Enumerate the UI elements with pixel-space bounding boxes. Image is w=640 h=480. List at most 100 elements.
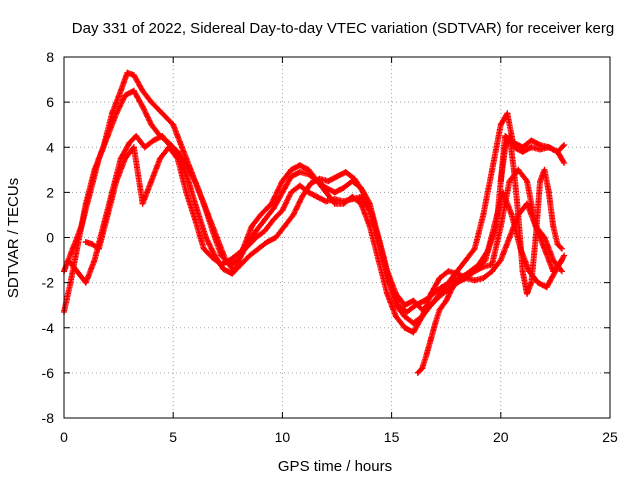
- data-point: [261, 216, 268, 223]
- data-point: [253, 227, 260, 234]
- data-point: [130, 144, 137, 151]
- data-point: [489, 166, 496, 173]
- data-point: [554, 148, 561, 155]
- data-point: [403, 308, 410, 315]
- data-point: [541, 166, 548, 173]
- data-point: [307, 180, 314, 187]
- data-point: [489, 261, 496, 268]
- data-point: [508, 211, 515, 218]
- data-point: [561, 252, 568, 259]
- data-point: [366, 207, 373, 214]
- data-point: [561, 160, 568, 167]
- data-point: [510, 166, 517, 173]
- data-point: [423, 351, 430, 358]
- data-point: [504, 110, 511, 117]
- data-point: [95, 245, 102, 252]
- data-point: [384, 290, 391, 297]
- ticks: 0 5 10 15 20 25 -8 -6 -4 -2 0 2 4 6 8: [42, 49, 618, 445]
- data-point: [401, 302, 408, 309]
- series-track-b: [61, 87, 568, 327]
- data-point: [558, 245, 565, 252]
- data-point: [532, 234, 539, 241]
- data-point: [226, 257, 233, 264]
- data-point: [471, 245, 478, 252]
- data-point: [122, 155, 129, 162]
- data-point: [334, 173, 340, 180]
- x-tick-label: 5: [169, 429, 177, 445]
- data-point: [104, 211, 111, 218]
- data-point: [235, 257, 242, 264]
- data-point: [392, 290, 399, 297]
- data-point: [299, 193, 306, 200]
- data-point: [395, 302, 402, 309]
- data-point: [192, 178, 199, 185]
- data-point: [358, 200, 365, 207]
- data-point: [174, 155, 181, 162]
- data-point: [305, 171, 312, 178]
- data-point: [561, 141, 568, 148]
- data-point: [550, 223, 557, 230]
- data-point: [296, 182, 303, 189]
- data-point: [458, 275, 465, 282]
- data-point: [209, 254, 216, 261]
- data-point: [316, 175, 323, 182]
- data-point: [545, 189, 552, 196]
- data-point: [519, 144, 526, 151]
- data-point: [150, 137, 157, 144]
- data-point: [401, 313, 408, 320]
- data-point: [314, 193, 321, 200]
- data-point: [87, 189, 94, 196]
- data-point: [475, 261, 482, 268]
- data-point: [554, 241, 561, 248]
- y-tick-label: -8: [42, 410, 55, 426]
- data-point: [218, 252, 225, 259]
- data-point: [449, 284, 456, 291]
- data-point: [248, 223, 255, 230]
- data-point: [139, 200, 146, 207]
- data-point: [537, 141, 544, 148]
- data-point: [430, 290, 437, 297]
- data-point: [288, 189, 295, 196]
- data-point: [480, 211, 487, 218]
- data-point: [443, 297, 450, 304]
- x-tick-label: 15: [384, 429, 400, 445]
- data-point: [253, 234, 260, 241]
- data-point: [427, 302, 434, 309]
- data-point: [419, 306, 426, 313]
- y-tick-label: 6: [46, 94, 54, 110]
- data-point: [209, 227, 216, 234]
- x-tick-label: 25: [602, 429, 618, 445]
- data-point: [148, 178, 155, 185]
- y-tick-label: -4: [42, 320, 55, 336]
- series-track-a: [61, 69, 565, 336]
- data-point: [325, 178, 332, 185]
- data-point: [170, 121, 177, 128]
- data-point: [65, 257, 72, 264]
- x-tick-label: 20: [493, 429, 509, 445]
- data-point: [246, 252, 253, 259]
- data-point: [113, 178, 120, 185]
- data-point: [288, 166, 295, 173]
- data-point: [178, 144, 185, 151]
- data-point: [401, 324, 408, 331]
- data-point: [183, 189, 190, 196]
- data-point: [82, 239, 89, 246]
- data-point: [159, 132, 166, 139]
- data-point: [192, 216, 199, 223]
- data-point: [74, 268, 81, 275]
- y-tick-label: 8: [46, 49, 54, 65]
- data-point: [270, 205, 277, 212]
- data-point: [528, 137, 535, 144]
- data-point: [419, 365, 426, 372]
- data-points: [61, 69, 568, 376]
- data-point: [436, 306, 443, 313]
- data-point: [95, 155, 102, 162]
- data-point: [323, 184, 330, 191]
- data-point: [438, 284, 445, 291]
- data-point: [550, 257, 557, 264]
- data-point: [126, 139, 133, 146]
- data-point: [257, 211, 264, 218]
- data-point: [279, 207, 286, 214]
- data-point: [200, 200, 207, 207]
- data-point: [524, 200, 531, 207]
